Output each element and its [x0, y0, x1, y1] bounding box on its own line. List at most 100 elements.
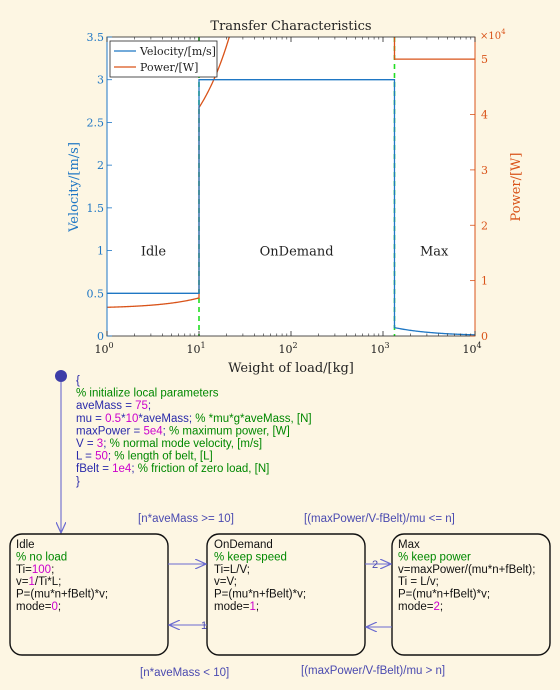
x-tick-label-0: 100: [94, 341, 113, 356]
code-token: Ti=L/V;: [214, 564, 250, 576]
right-y-tick-label-2: 2: [481, 219, 488, 232]
x-tick-label-4: 104: [462, 341, 481, 356]
right-axis-multiplier: ×104: [480, 28, 506, 42]
code-token: aveMass =: [76, 400, 135, 412]
code-token: ;: [108, 451, 114, 463]
legend-box: [109, 40, 218, 78]
code-token: 2: [433, 601, 439, 613]
left-y-axis-ticks: 0 0.5 1 1.5 2 2.5 3 3.5: [87, 31, 112, 343]
code-token: Ti=: [16, 564, 32, 576]
priority-ondemand-to-max: 2: [372, 559, 378, 571]
code-token: ;: [163, 425, 169, 437]
code-token: 75: [135, 400, 148, 412]
code-token: 1: [249, 601, 255, 613]
state-max-label: Max% keep power v=maxPower/(mu*n+fBelt); T…: [398, 539, 535, 613]
right-y-tick-label-0: 0: [481, 330, 488, 343]
condition-idle-to-ondemand: [n*aveMass >= 10]: [138, 513, 234, 525]
code-token: mode=: [214, 601, 250, 613]
right-y-tick-label-5: 5: [481, 53, 488, 66]
code-token: {: [76, 375, 80, 387]
left-y-tick-label-5: 2.5: [87, 116, 105, 129]
series-lines: [107, 37, 475, 336]
code-token: 1: [28, 576, 34, 588]
left-y-axis-label: Velocity/[m/s]: [67, 142, 82, 233]
chart-title: Transfer Characteristics: [210, 19, 371, 34]
x-tick-label-2: 102: [278, 341, 297, 356]
x-axis-ticks: 100 101 102 103 104: [94, 37, 482, 356]
code-token: P=(mu*n+fBelt)*v;: [214, 589, 306, 601]
priority-ondemand-to-idle: 1: [201, 620, 207, 632]
code-token: % initialize local parameters: [76, 388, 219, 400]
region-label-1: OnDemand: [260, 245, 334, 260]
code-token: v=: [16, 576, 29, 588]
left-y-tick-label-1: 0.5: [87, 287, 105, 300]
code-token: /Ti*L;: [35, 576, 61, 588]
code-token: Max: [398, 539, 420, 551]
code-token: ;: [148, 400, 151, 412]
code-token: 5e4: [143, 425, 163, 437]
code-token: ;: [256, 601, 259, 613]
region-label-0: Idle: [141, 245, 167, 260]
default-transition-dot: [55, 370, 67, 382]
code-token: OnDemand: [214, 539, 273, 551]
code-token: % no load: [16, 551, 67, 563]
x-axis-label: Weight of load/[kg]: [228, 361, 354, 376]
code-token: 3: [97, 438, 103, 450]
right-y-tick-label-4: 4: [481, 109, 488, 122]
code-token: % maximum power, [W]: [169, 425, 290, 437]
left-y-tick-label-3: 1.5: [87, 202, 105, 215]
condition-ondemand-to-max: [(maxPower/V-fBelt)/mu <= n]: [304, 513, 455, 525]
code-token: ;: [103, 438, 109, 450]
code-token: Idle: [16, 539, 35, 551]
left-y-tick-label-6: 3: [97, 74, 104, 87]
state-ondemand-label: OnDemand% keep speed Ti=L/V; v=V; P=(mu*n+f…: [214, 539, 306, 613]
code-token: *: [121, 413, 126, 425]
code-token: ;: [58, 601, 61, 613]
state-ondemand[interactable]: [206, 533, 366, 656]
code-token: mode=: [16, 601, 52, 613]
code-token: % keep speed: [214, 551, 287, 563]
code-token: P=(mu*n+fBelt)*v;: [16, 589, 108, 601]
left-y-tick-label-2: 1: [97, 245, 104, 258]
code-token: fBelt =: [76, 463, 112, 475]
x-tick-label-3: 103: [370, 341, 389, 356]
code-token: V =: [76, 438, 97, 450]
code-token: % length of belt, [L]: [114, 451, 212, 463]
code-token: L =: [76, 451, 95, 463]
condition-max-to-ondemand: [(maxPower/V-fBelt)/mu > n]: [301, 665, 445, 677]
legend-velocity-label: Velocity/[m/s]: [139, 45, 216, 58]
right-y-axis-ticks: 0 1 2 3 4 5: [470, 53, 488, 343]
code-token: *aveMass;: [138, 413, 195, 425]
code-token: 100: [32, 564, 51, 576]
left-y-tick-label-0: 0: [97, 330, 104, 343]
code-token: 50: [95, 451, 108, 463]
code-token: ;: [440, 601, 443, 613]
state-max[interactable]: [391, 533, 551, 656]
code-token: 0: [51, 601, 57, 613]
code-token: ;: [131, 463, 137, 475]
code-token: P=(mu*n+fBelt)*v;: [398, 589, 490, 601]
right-y-axis-label: Power/[W]: [509, 153, 524, 222]
transfer-chart: Idle OnDemand Max 100 101 102 103 104 00.511.5…: [67, 19, 524, 376]
legend: Velocity/[m/s] Power/[W]: [109, 40, 218, 78]
code-token: maxPower =: [76, 425, 143, 437]
plot-area: [107, 37, 475, 336]
velocity-series-line: [107, 79, 475, 336]
state-machine-diagram: {% initialize local parameters aveMass = …: [9, 370, 551, 679]
code-token: mu =: [76, 413, 105, 425]
left-y-tick-label-4: 2: [97, 159, 104, 172]
code-token: % *mu*g*aveMass, [N]: [195, 413, 311, 425]
state-idle[interactable]: [9, 533, 169, 656]
code-token: Ti = L/v;: [398, 576, 439, 588]
region-label-2: Max: [420, 245, 449, 260]
code-token: 1e4: [112, 463, 132, 475]
x-tick-label-1: 101: [186, 341, 205, 356]
code-token: ;: [51, 564, 54, 576]
code-token: % keep power: [398, 551, 471, 563]
code-token: % friction of zero load, [N]: [138, 463, 270, 475]
code-token: mode=: [398, 601, 434, 613]
state-idle-label: Idle% no load Ti=100; v=1/Ti*L; P=(mu*n+fBe…: [16, 539, 108, 613]
right-y-tick-label-1: 1: [481, 275, 488, 288]
condition-ondemand-to-idle: [n*aveMass < 10]: [140, 667, 229, 679]
